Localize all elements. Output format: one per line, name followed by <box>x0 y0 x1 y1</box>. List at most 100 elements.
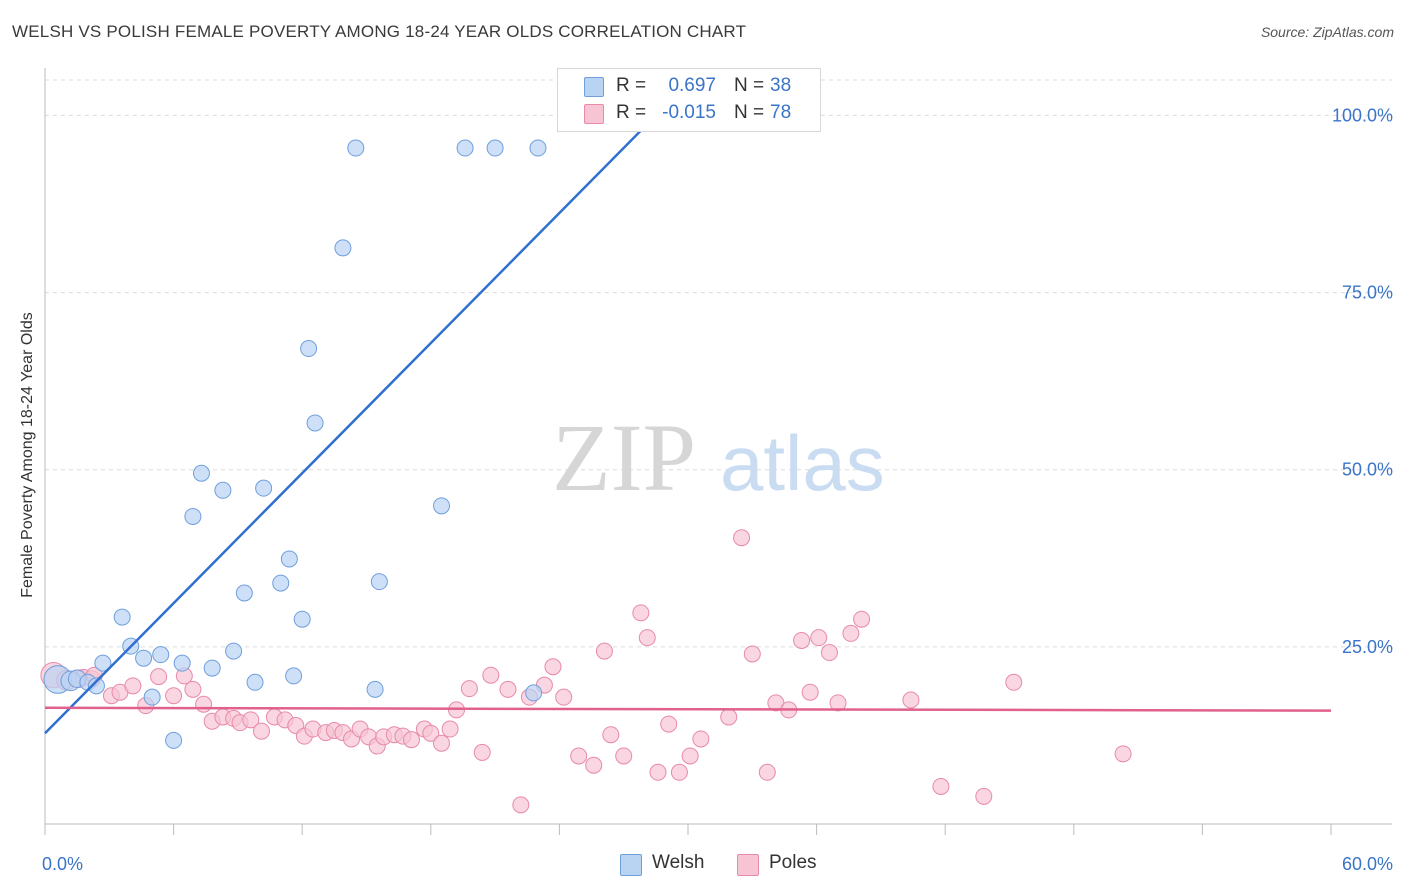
watermark-zip: ZIP <box>552 404 696 511</box>
welsh-point <box>272 574 290 592</box>
poles-point <box>670 763 688 781</box>
poles-point <box>820 644 838 662</box>
x-tick-label: 60.0% <box>1342 854 1393 874</box>
welsh-point <box>225 642 243 660</box>
source-label: Source: ZipAtlas.com <box>1260 24 1394 40</box>
welsh-legend-swatch <box>620 854 642 876</box>
poles-point <box>602 726 620 744</box>
watermark: ZIP atlas <box>552 404 885 511</box>
welsh-point <box>184 507 202 525</box>
poles-point <box>615 747 633 765</box>
welsh-n-label: N = <box>734 75 765 96</box>
poles-point <box>681 747 699 765</box>
poles-point <box>473 743 491 761</box>
welsh-point <box>370 573 388 591</box>
welsh-point <box>280 550 298 568</box>
welsh-point <box>87 677 105 695</box>
poles-legend-label: Poles <box>769 852 817 873</box>
poles-point <box>184 680 202 698</box>
poles-point <box>1114 745 1132 763</box>
poles-point <box>555 688 573 706</box>
trend-lines <box>44 114 1332 735</box>
poles-point <box>902 691 920 709</box>
welsh-point <box>214 481 232 499</box>
x-tick-label: 0.0% <box>42 854 83 874</box>
poles-point <box>585 756 603 774</box>
poles-point <box>242 711 260 729</box>
poles-r-value: -0.015 <box>662 102 716 123</box>
welsh-r-value: 0.697 <box>668 75 716 96</box>
poles-point <box>649 763 667 781</box>
poles-point <box>252 722 270 740</box>
poles-point <box>124 677 142 695</box>
poles-point <box>801 683 819 701</box>
correlation-legend: R = 0.697 N = 38 R = -0.015 N = 78 <box>557 68 821 132</box>
y-axis-label: Female Poverty Among 18-24 Year Olds <box>19 312 36 598</box>
poles-point <box>150 668 168 686</box>
poles-point <box>932 777 950 795</box>
welsh-point <box>433 497 451 515</box>
welsh-point <box>152 646 170 664</box>
welsh-point <box>94 654 112 672</box>
welsh-point <box>165 731 183 749</box>
welsh-point <box>529 139 547 157</box>
welsh-point <box>246 673 264 691</box>
poles-point <box>660 715 678 733</box>
poles-point <box>422 724 440 742</box>
welsh-point <box>285 667 303 685</box>
y-tick-label: 50.0% <box>1342 460 1393 480</box>
welsh-point <box>456 139 474 157</box>
x-tick-labels: 0.0% 60.0% <box>42 854 1393 874</box>
poles-point <box>810 629 828 647</box>
poles-point <box>692 730 710 748</box>
poles-point <box>1005 673 1023 691</box>
poles-point <box>595 642 613 660</box>
poles-point <box>767 694 785 712</box>
chart-title: WELSH VS POLISH FEMALE POVERTY AMONG 18-… <box>12 22 747 41</box>
gridlines <box>45 79 1392 648</box>
welsh-point <box>255 479 273 497</box>
poles-point <box>853 610 871 628</box>
poles-trend-line <box>44 706 1332 712</box>
poles-swatch <box>584 104 604 124</box>
welsh-point <box>203 659 221 677</box>
welsh-r-label: R = <box>616 75 647 96</box>
welsh-point <box>334 239 352 257</box>
poles-point <box>638 629 656 647</box>
poles-n-label: N = <box>734 102 765 123</box>
poles-point <box>570 747 588 765</box>
poles-point <box>512 796 530 814</box>
welsh-point <box>366 680 384 698</box>
poles-point <box>482 666 500 684</box>
welsh-trend-line <box>44 114 657 735</box>
poles-point <box>195 695 213 713</box>
poles-point <box>842 624 860 642</box>
y-tick-label: 25.0% <box>1342 637 1393 657</box>
poles-point <box>975 787 993 805</box>
welsh-point <box>300 340 318 358</box>
welsh-point <box>113 608 131 626</box>
y-tick-label: 75.0% <box>1342 283 1393 303</box>
legend-row-poles: R = -0.015 N = 78 <box>558 100 820 126</box>
poles-point <box>743 645 761 663</box>
poles-legend-swatch <box>737 854 759 876</box>
welsh-point <box>293 610 311 628</box>
welsh-point <box>192 464 210 482</box>
poles-point <box>433 734 451 752</box>
poles-point <box>829 694 847 712</box>
welsh-point <box>173 654 191 672</box>
poles-point <box>441 720 459 738</box>
poles-point <box>720 708 738 726</box>
poles-point <box>460 680 478 698</box>
welsh-n-value: 38 <box>770 75 792 96</box>
welsh-point <box>235 584 253 602</box>
y-tick-label: 100.0% <box>1332 105 1393 125</box>
welsh-point <box>486 139 504 157</box>
y-tick-labels: 25.0% 50.0% 75.0% 100.0% <box>1332 105 1393 656</box>
axes <box>44 68 1392 835</box>
poles-point <box>544 658 562 676</box>
watermark-atlas: atlas <box>720 419 885 507</box>
poles-point <box>165 687 183 705</box>
poles-point <box>733 529 751 547</box>
